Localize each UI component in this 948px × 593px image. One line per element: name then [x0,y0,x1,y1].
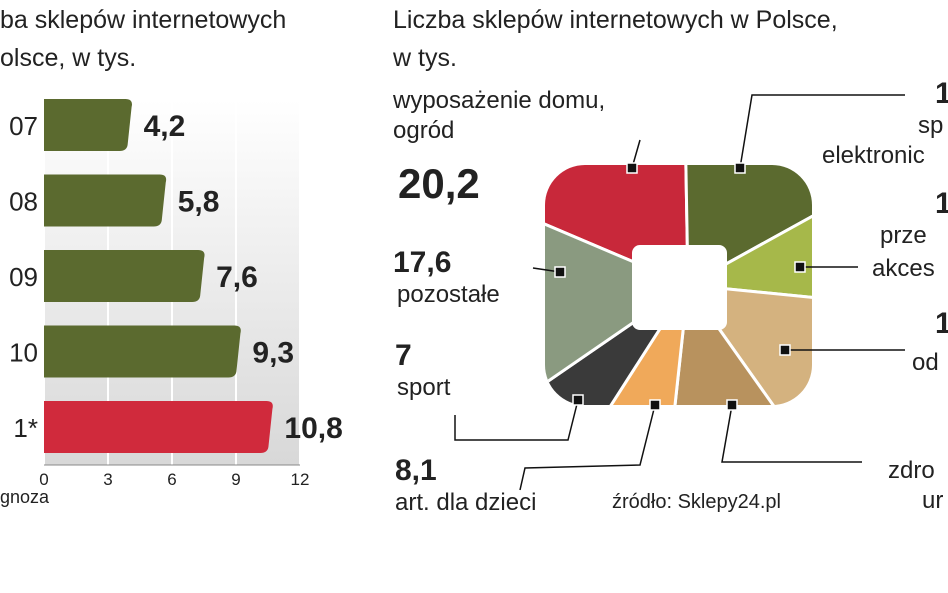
leader-line [721,404,862,463]
x-tick-label: 0 [39,470,48,489]
leader-marker [779,344,791,356]
segment-label: akces [872,255,935,282]
leader-marker [734,162,746,174]
segment-label: sport [397,374,451,401]
category-label: 10 [9,338,38,368]
value-label: 8,1 [395,454,437,487]
bar [44,250,205,302]
x-tick-label: 6 [167,470,176,489]
x-tick-label: 9 [231,470,240,489]
segment-label: od [912,349,939,376]
pie-wedge [684,283,812,405]
leader-marker [572,394,584,406]
pie-wedge [545,181,692,405]
value-label: 4,2 [144,110,186,143]
value-label: 9,3 [252,337,294,370]
leader-line [519,404,656,491]
leader-marker [726,399,738,411]
leader-marker [649,399,661,411]
category-label: 09 [9,262,38,292]
category-label: 08 [9,187,38,217]
segment-label: zdro [888,457,935,484]
value-label: 1 [935,307,948,340]
segment-label: wyposażenie domu, [392,87,605,114]
leader-line [454,399,579,441]
source: źródło: Sklepy24.pl [612,491,781,513]
bar [44,99,132,151]
value-label: 7 [395,339,412,372]
x-tick-label: 12 [291,470,310,489]
value-label: 20,2 [398,160,480,207]
footnote: gnoza [0,487,50,507]
bar [44,401,273,453]
pie-wedge [658,280,812,405]
pie-center [632,245,727,330]
leader-line [739,94,905,169]
segment-label: art. dla dzieci [395,489,536,516]
value-label: 1 [935,187,948,220]
leader-marker [626,162,638,174]
segment-label: sp [918,112,943,139]
category-label: 1* [13,413,38,443]
segment-label: pozostałe [397,281,500,308]
value-label: 1 [935,77,948,110]
pie-wedge [545,165,690,288]
x-tick-label: 3 [103,470,112,489]
chart-title: ba sklepów internetowych [0,6,286,34]
segment-label: elektronic [822,142,925,169]
bar [44,325,241,378]
segment-label: ur [922,487,943,514]
pie-wedge [545,284,690,405]
segment-label: ogród [393,117,454,144]
value-label: 10,8 [284,412,342,445]
bar [44,174,167,227]
chart-title: olsce, w tys. [0,44,136,72]
leader-marker [794,261,806,273]
value-label: 7,6 [216,261,258,294]
chart-title: w tys. [392,44,457,72]
chart-title: Liczba sklepów internetowych w Polsce, [393,6,838,34]
pie-wedge [681,165,812,288]
pie-wedge [683,165,812,313]
leader-marker [554,266,566,278]
value-label: 17,6 [393,246,451,279]
category-label: 07 [9,111,38,141]
segment-label: prze [880,222,927,249]
value-label: 5,8 [178,186,220,219]
